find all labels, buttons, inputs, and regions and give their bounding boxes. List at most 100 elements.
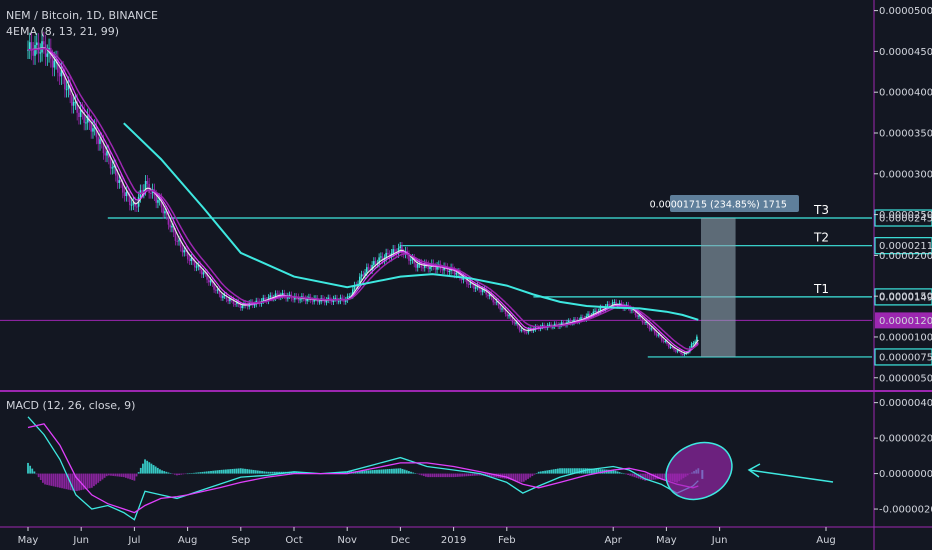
macd-histogram-bar bbox=[218, 470, 221, 474]
macd-histogram-bar bbox=[548, 470, 551, 474]
candle-body bbox=[122, 181, 124, 193]
candle-body bbox=[574, 319, 577, 321]
macd-histogram-bar bbox=[82, 473, 85, 490]
macd-histogram-bar bbox=[569, 468, 572, 474]
macd-histogram-bar bbox=[93, 473, 95, 487]
candle-body bbox=[462, 277, 465, 280]
candle-body bbox=[689, 347, 691, 352]
candle-body bbox=[385, 252, 387, 259]
candle-body bbox=[134, 202, 136, 207]
ema-21-line bbox=[28, 47, 699, 350]
macd-histogram-bar bbox=[246, 469, 249, 474]
time-tick-label: May bbox=[18, 535, 39, 546]
macd-highlight-ellipse bbox=[665, 441, 733, 501]
candle-body bbox=[371, 264, 373, 271]
candle-body bbox=[676, 350, 679, 352]
candle-body bbox=[35, 42, 38, 46]
candle-body bbox=[560, 322, 563, 325]
macd-histogram-bar bbox=[159, 469, 161, 474]
macd-histogram-bar bbox=[339, 472, 342, 474]
macd-histogram-bar bbox=[442, 473, 444, 478]
macd-histogram-bar bbox=[280, 471, 283, 474]
macd-histogram-bar bbox=[35, 473, 38, 475]
candle-body bbox=[78, 112, 80, 117]
candle-body bbox=[613, 302, 616, 304]
macd-histogram-bar bbox=[378, 469, 381, 474]
candle-body bbox=[415, 263, 417, 268]
candle-body bbox=[611, 302, 614, 307]
macd-histogram-bar bbox=[644, 473, 647, 481]
ema-13-line bbox=[27, 47, 699, 353]
macd-histogram-bar bbox=[618, 472, 621, 474]
candle-body bbox=[655, 333, 658, 336]
macd-histogram-bar bbox=[444, 473, 446, 478]
candle-body bbox=[334, 297, 337, 299]
candle-body bbox=[667, 343, 670, 348]
macd-histogram-bar bbox=[199, 472, 202, 474]
macd-histogram-bar bbox=[414, 473, 417, 474]
target-price-box bbox=[874, 288, 932, 306]
candle-body bbox=[218, 289, 221, 295]
candle-body bbox=[548, 324, 551, 326]
macd-histogram-bar bbox=[535, 473, 538, 474]
candle-body bbox=[659, 334, 661, 337]
macd-histogram-bar bbox=[418, 473, 421, 475]
candle-body bbox=[325, 300, 328, 303]
candle-body bbox=[253, 304, 256, 306]
candle-body bbox=[596, 310, 598, 314]
macd-histogram-bar bbox=[456, 473, 459, 477]
macd-histogram-bar bbox=[567, 468, 570, 474]
candle-body bbox=[199, 264, 201, 271]
candle-body bbox=[109, 157, 112, 169]
candle-body bbox=[127, 192, 129, 197]
macd-tick-label: 0.00000000 bbox=[879, 469, 932, 480]
candle-body bbox=[193, 261, 196, 268]
macd-histogram-bar bbox=[197, 472, 200, 474]
candle-body bbox=[588, 313, 591, 316]
macd-indicator-label: MACD (12, 26, close, 9) bbox=[6, 399, 136, 412]
macd-histogram-bar bbox=[139, 467, 142, 474]
candle-body bbox=[374, 261, 377, 264]
macd-histogram-bar bbox=[95, 473, 97, 485]
macd-histogram-bar bbox=[150, 463, 153, 474]
macd-histogram-bar bbox=[295, 471, 298, 474]
macd-histogram-bar bbox=[446, 473, 449, 478]
candle-body bbox=[155, 195, 157, 203]
macd-histogram-bar bbox=[154, 466, 157, 474]
candle-body bbox=[102, 141, 105, 154]
candle-body bbox=[508, 315, 510, 317]
candle-body bbox=[72, 102, 75, 106]
macd-histogram-bar bbox=[78, 473, 80, 491]
candle-body bbox=[202, 272, 205, 275]
macd-histogram-bar bbox=[648, 473, 651, 481]
macd-histogram-bar bbox=[552, 469, 555, 474]
macd-histogram-bar bbox=[542, 471, 544, 474]
macd-histogram-bar bbox=[271, 471, 274, 474]
candle-body bbox=[64, 75, 66, 90]
macd-histogram-bar bbox=[101, 473, 104, 480]
arrow-shaft bbox=[748, 469, 834, 483]
candle-body bbox=[229, 298, 231, 302]
candle-body bbox=[144, 180, 147, 190]
candle-body bbox=[60, 69, 63, 77]
macd-histogram-bar bbox=[399, 468, 402, 474]
candle-body bbox=[239, 304, 242, 309]
target-price-label: 0.00002458 bbox=[879, 214, 932, 225]
candle-body bbox=[682, 354, 684, 356]
time-tick-label: Nov bbox=[337, 535, 357, 546]
candle-body bbox=[58, 72, 61, 77]
target-price-label: 0.00002119 bbox=[879, 241, 932, 252]
symbol-title: NEM / Bitcoin, 1D, BINANCE bbox=[6, 9, 158, 22]
candle-body bbox=[485, 289, 488, 295]
macd-histogram-bar bbox=[367, 470, 370, 474]
candle-body bbox=[195, 266, 198, 268]
macd-histogram-bar bbox=[39, 473, 42, 480]
macd-histogram-bar bbox=[561, 468, 564, 474]
time-tick-label: Apr bbox=[605, 535, 623, 546]
candle-body bbox=[171, 225, 173, 228]
candle-body bbox=[460, 277, 463, 280]
macd-histogram-bar bbox=[133, 473, 136, 481]
candle-body bbox=[186, 251, 189, 260]
